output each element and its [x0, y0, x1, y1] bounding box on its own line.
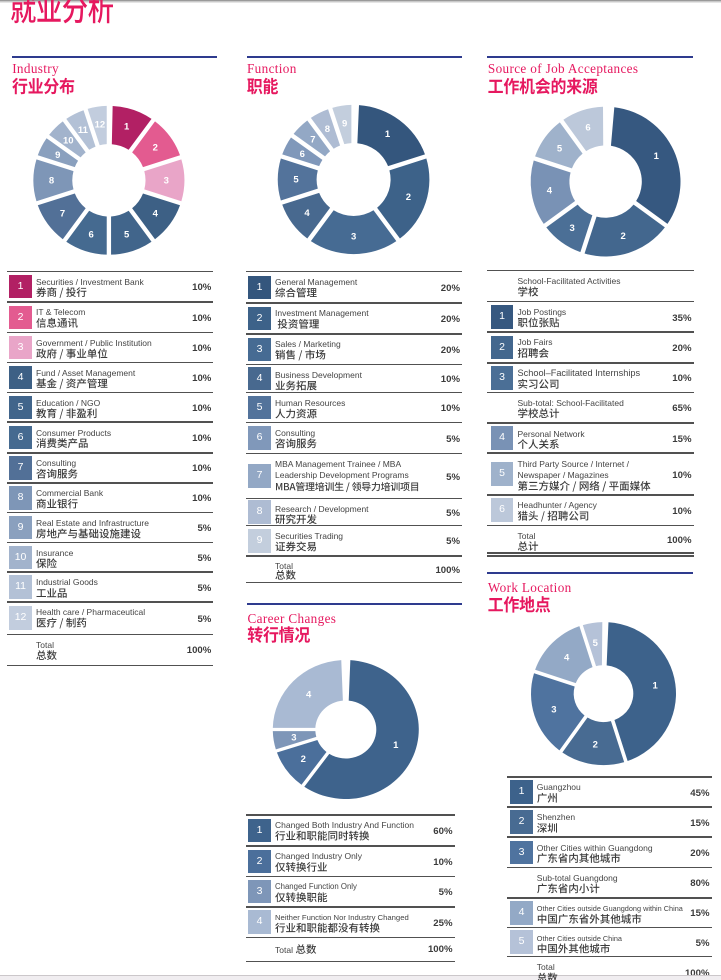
svg-text:7: 7	[60, 209, 65, 220]
svg-text:8: 8	[325, 124, 330, 135]
svg-text:2: 2	[593, 740, 598, 751]
svg-text:6: 6	[585, 123, 590, 134]
svg-text:4: 4	[547, 186, 553, 197]
svg-text:4: 4	[306, 689, 312, 700]
svg-text:5: 5	[557, 143, 563, 154]
svg-text:6: 6	[300, 149, 305, 160]
svg-text:3: 3	[569, 223, 574, 234]
svg-text:5: 5	[293, 175, 299, 186]
svg-text:5: 5	[593, 638, 599, 649]
svg-text:1: 1	[654, 151, 660, 162]
svg-text:10: 10	[63, 136, 74, 147]
svg-text:3: 3	[551, 705, 556, 716]
svg-text:9: 9	[55, 150, 60, 161]
svg-text:3: 3	[164, 176, 169, 187]
svg-text:1: 1	[385, 129, 391, 140]
svg-text:7: 7	[310, 135, 315, 146]
svg-text:2: 2	[406, 192, 411, 203]
svg-text:2: 2	[153, 142, 158, 153]
svg-text:4: 4	[304, 208, 310, 219]
svg-text:12: 12	[95, 120, 106, 131]
svg-text:4: 4	[153, 209, 159, 220]
svg-text:3: 3	[291, 733, 296, 744]
svg-text:1: 1	[652, 681, 658, 692]
svg-text:9: 9	[342, 119, 347, 130]
svg-text:1: 1	[393, 740, 399, 751]
svg-text:4: 4	[564, 652, 570, 663]
svg-text:3: 3	[351, 231, 356, 242]
svg-text:2: 2	[301, 754, 306, 765]
svg-text:1: 1	[124, 122, 130, 133]
svg-text:11: 11	[78, 125, 89, 136]
svg-text:8: 8	[49, 176, 54, 187]
svg-text:6: 6	[89, 229, 94, 240]
svg-text:5: 5	[124, 229, 130, 240]
svg-text:2: 2	[621, 231, 626, 242]
